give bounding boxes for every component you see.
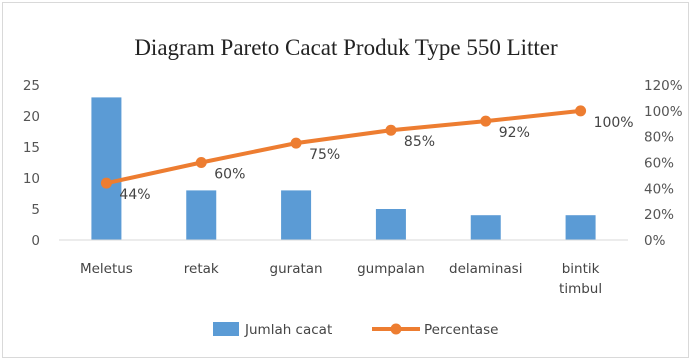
legend-label-bars: Jumlah cacat: [244, 322, 332, 338]
data-label-0: 44%: [119, 187, 150, 203]
bar-4: [470, 215, 501, 240]
line-point-2: [290, 137, 302, 149]
category-label: Meletus: [80, 261, 133, 277]
data-label-4: 92%: [499, 125, 530, 141]
legend-marker-line: [390, 323, 402, 335]
y2-tick-label: 80%: [644, 130, 674, 146]
y2-tick-label: 0%: [644, 233, 666, 249]
data-label-1: 60%: [214, 167, 245, 183]
chart-title: Diagram Pareto Cacat Produk Type 550 Lit…: [134, 35, 558, 60]
percentage-line: [104, 108, 583, 186]
category-label: retak: [184, 261, 219, 277]
line-point-0: [100, 177, 112, 189]
bar-5: [565, 215, 596, 240]
bar-3: [375, 209, 406, 240]
y2-tick-label: 120%: [644, 78, 683, 94]
data-label-2: 75%: [309, 147, 340, 163]
bar-2: [281, 190, 312, 240]
line-point-5: [575, 105, 587, 117]
line-point-1: [195, 157, 207, 168]
line-point-3: [385, 124, 397, 136]
category-label: delaminasi: [449, 261, 522, 277]
data-label-3: 85%: [404, 134, 435, 150]
data-label-5: 100%: [594, 115, 634, 131]
y-tick-label: 10: [23, 171, 40, 187]
y2-tick-label: 20%: [644, 207, 674, 223]
category-label: guratan: [270, 261, 323, 277]
legend-label-line: Percentase: [424, 322, 498, 338]
legend-swatch-bars: [213, 322, 239, 336]
y-tick-label: 15: [23, 140, 40, 156]
y-tick-label: 0: [31, 233, 40, 249]
category-label: gumpalan: [357, 261, 425, 277]
category-label: bintik timbul: [559, 261, 602, 297]
bar-1: [186, 190, 217, 240]
y-tick-label: 25: [23, 78, 40, 94]
y2-tick-label: 100%: [644, 104, 683, 120]
line-point-4: [480, 115, 492, 127]
y-tick-label: 5: [31, 202, 40, 218]
y-tick-label: 20: [23, 109, 40, 125]
bar-0: [91, 97, 122, 241]
y2-tick-label: 40%: [644, 181, 674, 197]
y2-tick-label: 60%: [644, 156, 674, 172]
